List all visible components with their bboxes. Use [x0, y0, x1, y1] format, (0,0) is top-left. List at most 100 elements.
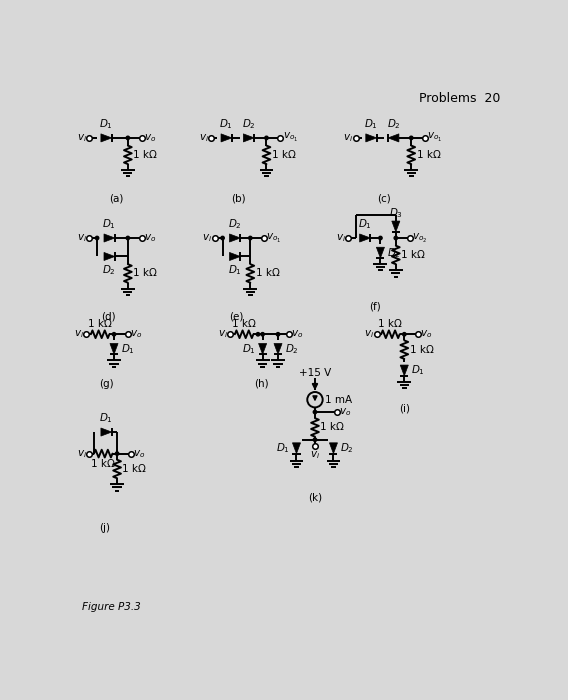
Circle shape — [403, 332, 406, 336]
Circle shape — [379, 237, 382, 239]
Text: $D_2$: $D_2$ — [340, 441, 354, 455]
Text: (f): (f) — [369, 301, 381, 311]
Circle shape — [410, 136, 413, 139]
Text: $D_2$: $D_2$ — [387, 246, 401, 260]
Text: 1 kΩ: 1 kΩ — [416, 150, 441, 160]
Circle shape — [126, 136, 130, 139]
Text: $D_1$: $D_1$ — [364, 117, 378, 131]
Circle shape — [126, 237, 130, 239]
Text: 1 kΩ: 1 kΩ — [410, 344, 433, 355]
Polygon shape — [104, 253, 115, 260]
Text: $D_1$: $D_1$ — [242, 342, 256, 356]
Polygon shape — [110, 344, 118, 354]
Polygon shape — [293, 443, 300, 454]
Text: $D_2$: $D_2$ — [387, 117, 400, 131]
Polygon shape — [221, 134, 232, 142]
Polygon shape — [400, 365, 408, 376]
Text: $v_i$: $v_i$ — [202, 232, 212, 244]
Text: $v_i$: $v_i$ — [364, 328, 374, 340]
Text: $v_i$: $v_i$ — [336, 232, 346, 244]
Text: $v_{o_1}$: $v_{o_1}$ — [266, 232, 282, 244]
Text: (d): (d) — [101, 311, 116, 321]
Text: $D_2$: $D_2$ — [242, 117, 256, 131]
Text: 1 mA: 1 mA — [325, 395, 352, 405]
Text: $D_1$: $D_1$ — [99, 117, 113, 131]
Text: $v_i$: $v_i$ — [199, 132, 208, 144]
Text: $D_2$: $D_2$ — [285, 342, 299, 356]
Polygon shape — [229, 253, 240, 260]
Text: $v_{o_2}$: $v_{o_2}$ — [412, 232, 427, 244]
Text: 1 kΩ: 1 kΩ — [378, 319, 402, 329]
Text: Problems  20: Problems 20 — [419, 92, 500, 105]
Circle shape — [261, 332, 264, 336]
Text: (c): (c) — [377, 193, 390, 203]
Polygon shape — [258, 344, 266, 354]
Text: $D_1$: $D_1$ — [99, 412, 113, 425]
Text: $v_{o_1}$: $v_{o_1}$ — [283, 132, 298, 144]
Text: $v_o$: $v_o$ — [420, 328, 433, 340]
Text: $v_o$: $v_o$ — [291, 328, 303, 340]
Text: $v_o$: $v_o$ — [144, 132, 156, 144]
Circle shape — [256, 332, 260, 336]
Text: 1 kΩ: 1 kΩ — [133, 268, 157, 279]
Text: $D_1$: $D_1$ — [228, 263, 242, 277]
Text: 1 kΩ: 1 kΩ — [232, 319, 256, 329]
Text: (g): (g) — [99, 379, 114, 389]
Polygon shape — [229, 234, 240, 242]
Polygon shape — [360, 234, 370, 242]
Text: $v_o$: $v_o$ — [133, 448, 145, 459]
Polygon shape — [101, 428, 112, 436]
Text: $v_o$: $v_o$ — [130, 328, 143, 340]
Text: $v_i$: $v_i$ — [77, 132, 87, 144]
Circle shape — [115, 452, 119, 455]
Text: (e): (e) — [229, 311, 244, 321]
Polygon shape — [366, 134, 377, 142]
Text: $v_i$: $v_i$ — [218, 328, 228, 340]
Circle shape — [314, 410, 317, 414]
Text: $v_i$: $v_i$ — [77, 232, 87, 244]
Text: $D_1$: $D_1$ — [102, 217, 116, 231]
Circle shape — [95, 237, 99, 239]
Polygon shape — [101, 134, 112, 142]
Text: 1 kΩ: 1 kΩ — [133, 150, 157, 160]
Text: $D_1$: $D_1$ — [219, 117, 233, 131]
Circle shape — [221, 237, 224, 239]
Text: 1 kΩ: 1 kΩ — [256, 268, 279, 279]
Circle shape — [276, 332, 279, 336]
Text: (h): (h) — [254, 379, 269, 389]
Text: Figure P3.3: Figure P3.3 — [82, 602, 140, 612]
Polygon shape — [388, 134, 399, 142]
Polygon shape — [274, 344, 282, 354]
Text: $D_2$: $D_2$ — [102, 263, 116, 277]
Text: $v_o$: $v_o$ — [339, 406, 351, 418]
Text: $v_i$: $v_i$ — [310, 449, 320, 461]
Text: 1 kΩ: 1 kΩ — [401, 250, 425, 260]
Text: 1 kΩ: 1 kΩ — [123, 464, 147, 474]
Text: +15 V: +15 V — [299, 368, 331, 378]
Polygon shape — [377, 247, 385, 258]
Text: 1 kΩ: 1 kΩ — [320, 422, 344, 433]
Text: (j): (j) — [99, 523, 110, 533]
Text: $D_1$: $D_1$ — [275, 441, 290, 455]
Text: 1 kΩ: 1 kΩ — [272, 150, 296, 160]
Text: 1 kΩ: 1 kΩ — [91, 459, 115, 469]
Polygon shape — [104, 234, 115, 242]
Circle shape — [314, 438, 317, 442]
Text: (a): (a) — [109, 193, 123, 203]
Text: $D_3$: $D_3$ — [389, 206, 403, 220]
Text: (k): (k) — [308, 492, 322, 502]
Text: $v_i$: $v_i$ — [343, 132, 353, 144]
Text: 1 kΩ: 1 kΩ — [88, 319, 112, 329]
Text: $D_2$: $D_2$ — [228, 217, 242, 231]
Text: (i): (i) — [399, 403, 410, 414]
Text: $v_o$: $v_o$ — [144, 232, 156, 244]
Polygon shape — [392, 221, 400, 232]
Text: $D_1$: $D_1$ — [358, 217, 372, 231]
Text: $D_1$: $D_1$ — [411, 363, 425, 377]
Text: $v_i$: $v_i$ — [77, 448, 87, 459]
Circle shape — [112, 332, 116, 336]
Text: $D_1$: $D_1$ — [121, 342, 135, 356]
Circle shape — [265, 136, 268, 139]
Text: $v_i$: $v_i$ — [74, 328, 84, 340]
Polygon shape — [243, 134, 254, 142]
